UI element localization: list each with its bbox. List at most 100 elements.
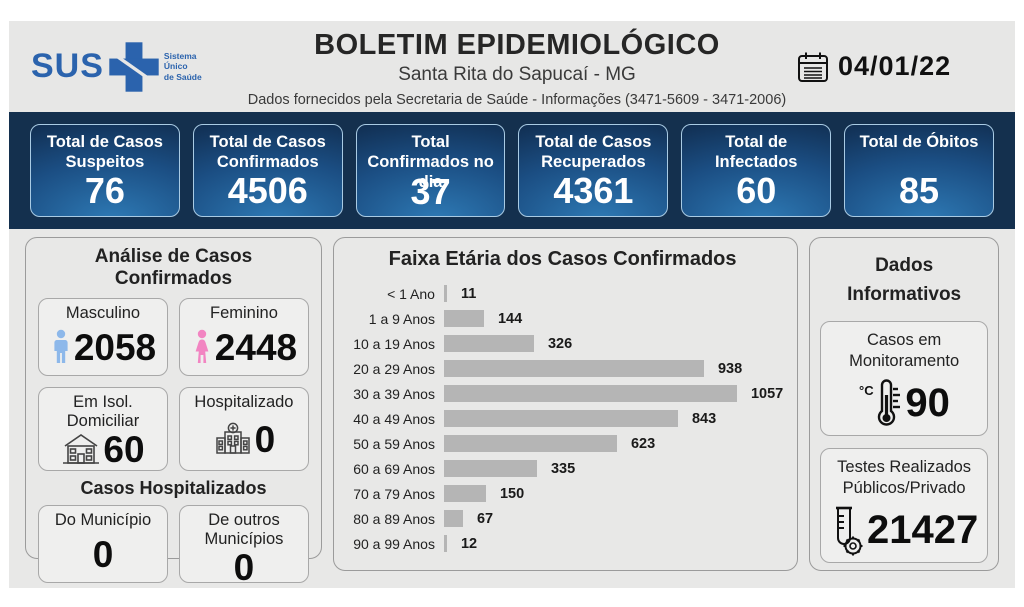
stat-card-confirmados-dia: Total Confirmados no dia 37 [355, 124, 506, 217]
female-label: Feminino [210, 304, 278, 322]
age-bar [443, 510, 463, 527]
age-bar [443, 460, 537, 477]
stat-label: Total de Casos Recuperados [535, 133, 652, 172]
monitoring-value: 90 [905, 380, 950, 425]
sus-cross-icon [109, 41, 159, 92]
age-bar-value: 12 [460, 535, 478, 552]
summary-band: Total de Casos Suspeitos 76 Total de Cas… [9, 112, 1015, 229]
age-band-label: 60 a 69 Anos [353, 460, 435, 477]
chart-bar-area: 11 [443, 285, 783, 302]
age-band-label: 10 a 19 Anos [353, 335, 435, 352]
info-panel-title: Dados Informativos [847, 255, 962, 305]
age-bar [443, 410, 678, 427]
stat-card-confirmados: Total de Casos Confirmados 4506 [192, 124, 343, 217]
male-value: 2058 [73, 326, 157, 368]
from-other-label: De outros Municípios [204, 511, 284, 548]
age-band-label: 1 a 9 Anos [368, 310, 435, 327]
svg-text:°C: °C [859, 383, 874, 398]
test-tube-icon [835, 506, 863, 556]
monitoring-card: Casos em Monitoramento °C 90 [820, 321, 988, 436]
stat-value: 76 [84, 170, 125, 212]
from-other-card: De outros Municípios 0 [178, 505, 309, 588]
hospital-icon [215, 423, 250, 455]
chart-row: < 1 Ano 11 [342, 285, 783, 302]
calendar-icon [798, 52, 828, 82]
page-title: BOLETIM EPIDEMIOLÓGICO [314, 29, 720, 61]
age-band-label: 50 a 59 Anos [353, 435, 435, 452]
age-band-label: < 1 Ano [387, 285, 435, 302]
chart-row: 70 a 79 Anos 150 [342, 485, 783, 502]
age-bar [443, 335, 534, 352]
stat-label: Total de Casos Confirmados [209, 133, 326, 172]
age-bar [443, 385, 737, 402]
from-other-value: 0 [233, 546, 255, 588]
age-band-label: 70 a 79 Anos [353, 485, 435, 502]
age-band-label: 80 a 89 Anos [353, 510, 435, 527]
monitoring-label: Casos em Monitoramento [849, 331, 960, 371]
chart-bar-area: 623 [443, 435, 783, 452]
chart-bar-area: 12 [443, 535, 783, 552]
stat-value: 37 [410, 171, 451, 212]
tests-value: 21427 [866, 507, 979, 552]
age-band-label: 20 a 29 Anos [353, 360, 435, 377]
isolation-card: Em Isol. Domiciliar 60 [38, 387, 168, 471]
age-band-label: 30 a 39 Anos [353, 385, 435, 402]
male-card: Masculino 2058 [38, 298, 168, 376]
chart-bar-area: 1057 [443, 385, 784, 402]
hospitalized-label: Hospitalizado [194, 393, 294, 411]
main-section: Análise de Casos Confirmados Masculino 2… [9, 229, 1015, 588]
chart-row: 20 a 29 Anos 938 [342, 360, 783, 377]
header-info-line: Dados fornecidos pela Secretaria de Saúd… [247, 92, 787, 108]
age-bar-value: 938 [717, 360, 743, 377]
stat-card-recuperados: Total de Casos Recuperados 4361 [518, 124, 669, 217]
stat-value: 4506 [227, 170, 308, 212]
chart-bar-area: 938 [443, 360, 783, 377]
stat-value: 85 [899, 170, 940, 211]
page-subtitle: Santa Rita do Sapucaí - MG [398, 64, 636, 85]
isolation-label: Em Isol. Domiciliar [66, 393, 140, 430]
male-label: Masculino [65, 304, 141, 322]
chart-row: 40 a 49 Anos 843 [342, 410, 783, 427]
stat-value: 60 [736, 170, 777, 212]
sus-logo-subtext: Sistema Único de Saúde [163, 50, 202, 82]
from-city-value: 0 [92, 533, 114, 575]
age-bar-value: 11 [460, 285, 477, 302]
age-bar [443, 535, 447, 552]
thermometer-icon: °C [859, 379, 901, 426]
chart-bar-area: 144 [443, 310, 783, 327]
age-bar [443, 485, 486, 502]
age-chart-title: Faixa Etária dos Casos Confirmados [388, 248, 737, 270]
chart-bar-area: 335 [443, 460, 783, 477]
chart-row: 10 a 19 Anos 326 [342, 335, 783, 352]
sus-logo: SUS Sistema Único de Saúde [9, 41, 244, 93]
age-chart-rows: < 1 Ano 11 1 a 9 Anos 144 10 a 19 Anos 326 20 … [342, 285, 783, 552]
hospitalized-value: 0 [254, 418, 276, 460]
age-bar-value: 67 [476, 510, 494, 527]
stat-card-infectados: Total de Infectados 60 [681, 124, 832, 217]
hospitalized-card: Hospitalizado [178, 387, 309, 471]
stat-label: Total Confirmados no dia [367, 133, 494, 192]
age-bar-value: 144 [497, 310, 523, 327]
age-bar-value: 623 [630, 435, 656, 452]
report-date: 04/01/22 [838, 51, 952, 81]
male-icon [54, 330, 68, 364]
chart-row: 80 a 89 Anos 67 [342, 510, 783, 527]
chart-bar-area: 843 [443, 410, 783, 427]
female-card: Feminino 2448 [178, 298, 309, 376]
age-bar-value: 150 [499, 485, 525, 502]
header-titles: BOLETIM EPIDEMIOLÓGICO Santa Rita do Sap… [244, 21, 790, 108]
chart-bar-area: 326 [443, 335, 783, 352]
age-chart-panel: Faixa Etária dos Casos Confirmados < 1 A… [332, 237, 799, 571]
isolation-value: 60 [103, 428, 145, 470]
chart-row: 90 a 99 Anos 12 [342, 535, 783, 552]
date-block: 04/01/22 [790, 50, 1015, 84]
age-bar-value: 1057 [750, 385, 784, 402]
analysis-panel: Análise de Casos Confirmados Masculino 2… [25, 237, 322, 586]
female-icon [195, 330, 209, 364]
chart-row: 1 a 9 Anos 144 [342, 310, 783, 327]
female-value: 2448 [214, 326, 298, 368]
chart-bar-area: 150 [443, 485, 783, 502]
stat-card-suspeitos: Total de Casos Suspeitos 76 [30, 124, 180, 217]
stat-label: Total de Óbitos [859, 133, 979, 151]
